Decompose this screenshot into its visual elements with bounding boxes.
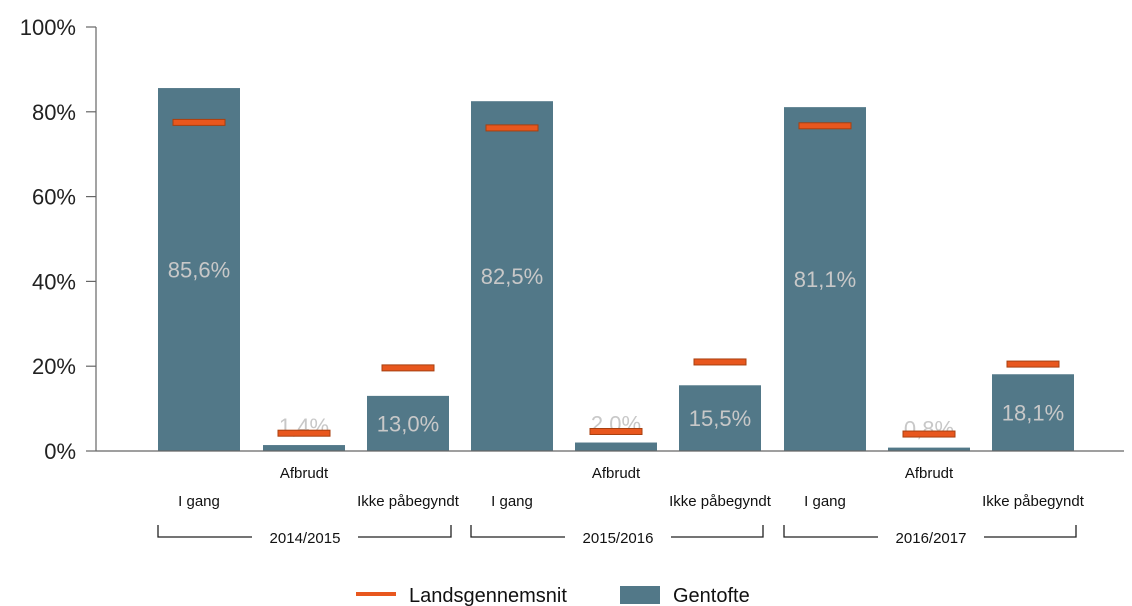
y-tick-label: 80% (32, 100, 76, 125)
bar (575, 442, 657, 451)
average-marker (485, 124, 539, 132)
bar (367, 395, 449, 451)
x-axis: I gang Afbrudt Ikke påbegyndt I gang Afbrudt… (96, 450, 1124, 547)
y-tick-label: 40% (32, 269, 76, 294)
y-tick-label: 20% (32, 354, 76, 379)
legend-label-landsgennemsnit: Landsgennemsnit (409, 585, 567, 606)
bar (471, 101, 553, 451)
group-label-bg (565, 529, 671, 545)
category-label: Ikke påbegyndt (357, 493, 460, 510)
markers (172, 118, 1060, 438)
data-label: 13,0% (377, 411, 439, 436)
average-marker (798, 122, 852, 130)
average-marker (381, 364, 435, 372)
y-axis: 0% 20% 40% 60% 80% 100% (20, 15, 97, 464)
bar (888, 447, 970, 451)
category-label: Ikke påbegyndt (982, 493, 1085, 510)
bar (158, 88, 240, 451)
data-label: 81,1% (794, 267, 856, 292)
data-label: 15,5% (689, 406, 751, 431)
category-label: Afbrudt (280, 465, 329, 482)
data-labels: 85,6%1,4% 13,0%82,5%2,0% 15,5%81,1%0,8%18,… (168, 258, 1064, 442)
data-label: 0,8% (904, 417, 954, 442)
bar (784, 107, 866, 452)
group-label: 2014/2015 (270, 530, 341, 547)
category-label: Ikke påbegyndt (669, 493, 772, 510)
data-label: 85,6% (168, 258, 230, 283)
legend-swatch-gentofte (620, 586, 660, 604)
category-label: I gang (804, 493, 846, 510)
category-label: Afbrudt (905, 465, 954, 482)
data-label: 82,5% (481, 264, 543, 289)
data-label: 18,1% (1002, 401, 1064, 426)
category-label: I gang (491, 493, 533, 510)
y-tick-label: 100% (20, 15, 76, 40)
group-label-bg (878, 529, 984, 545)
y-tick-label: 0% (44, 439, 76, 464)
group-label-bg (252, 529, 358, 545)
group-label: 2016/2017 (896, 530, 967, 547)
y-tick-label: 60% (32, 185, 76, 210)
legend: Landsgennemsnit Gentofte (356, 585, 750, 606)
average-marker (277, 429, 331, 437)
average-marker (172, 118, 226, 126)
average-marker (902, 430, 956, 438)
average-marker (589, 427, 643, 435)
bar (679, 385, 761, 451)
average-marker (1006, 360, 1060, 368)
bar (263, 445, 345, 451)
category-label: I gang (178, 493, 220, 510)
category-label: Afbrudt (592, 465, 641, 482)
legend-label-gentofte: Gentofte (673, 585, 750, 606)
legend-swatch-landsgennemsnit (356, 592, 396, 596)
bars (158, 88, 1074, 452)
bar (992, 374, 1074, 451)
group-label: 2015/2016 (583, 530, 654, 547)
average-marker (693, 358, 747, 366)
